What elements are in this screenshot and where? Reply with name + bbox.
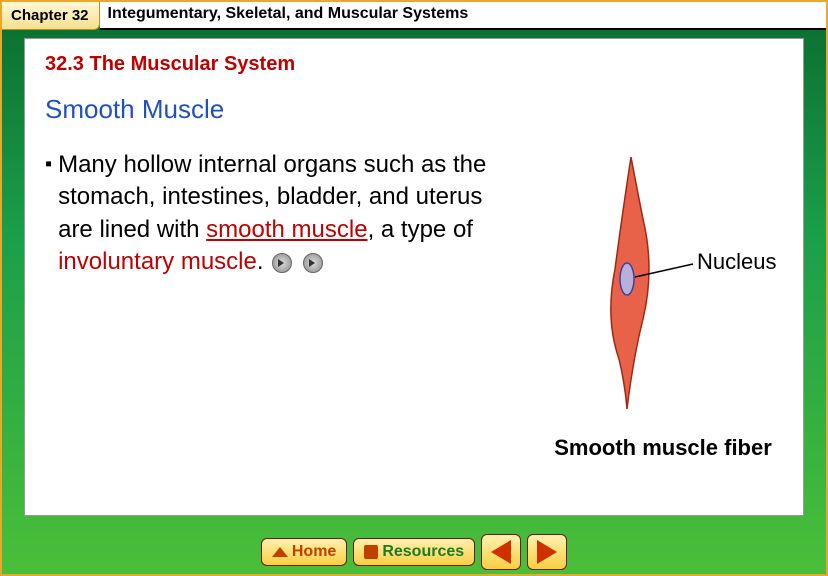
bullet-marker: ▪ bbox=[45, 149, 52, 279]
bottom-nav: Home Resources bbox=[0, 534, 828, 570]
nucleus-label: Nucleus bbox=[697, 249, 776, 274]
arrow-right-icon bbox=[537, 540, 557, 564]
paragraph: Many hollow internal organs such as the … bbox=[58, 149, 523, 279]
chapter-tab: Chapter 32 bbox=[0, 0, 100, 30]
body-text: ▪ Many hollow internal organs such as th… bbox=[45, 149, 523, 461]
chapter-label: Chapter 32 bbox=[11, 7, 89, 24]
home-icon bbox=[272, 547, 288, 557]
figure-smooth-muscle: Nucleus Smooth muscle fiber bbox=[543, 149, 783, 461]
home-label: Home bbox=[292, 543, 336, 561]
audio-icon[interactable] bbox=[272, 253, 292, 273]
subtitle: Smooth Muscle bbox=[45, 94, 783, 125]
content-panel: 32.3 The Muscular System Smooth Muscle ▪… bbox=[24, 38, 804, 516]
header-bar: Chapter 32 Integumentary, Skeletal, and … bbox=[0, 0, 828, 30]
resources-button[interactable]: Resources bbox=[353, 538, 475, 566]
highlight-involuntary: involuntary muscle bbox=[58, 248, 257, 275]
home-button[interactable]: Home bbox=[261, 538, 347, 566]
resources-icon bbox=[364, 545, 378, 559]
audio-icon[interactable] bbox=[303, 253, 323, 273]
figure-caption: Smooth muscle fiber bbox=[543, 435, 783, 461]
text-mid: , a type of bbox=[368, 216, 473, 243]
arrow-left-icon bbox=[491, 540, 511, 564]
header-title: Integumentary, Skeletal, and Muscular Sy… bbox=[100, 0, 828, 30]
resources-label: Resources bbox=[382, 543, 464, 561]
header-title-text: Integumentary, Skeletal, and Muscular Sy… bbox=[108, 5, 469, 23]
smooth-muscle-svg: Nucleus bbox=[543, 149, 783, 429]
next-button[interactable] bbox=[527, 534, 567, 570]
nucleus-shape bbox=[620, 263, 634, 295]
prev-button[interactable] bbox=[481, 534, 521, 570]
text-end: . bbox=[257, 248, 264, 275]
section-title: 32.3 The Muscular System bbox=[45, 53, 783, 76]
highlight-smooth-muscle: smooth muscle bbox=[206, 216, 367, 243]
